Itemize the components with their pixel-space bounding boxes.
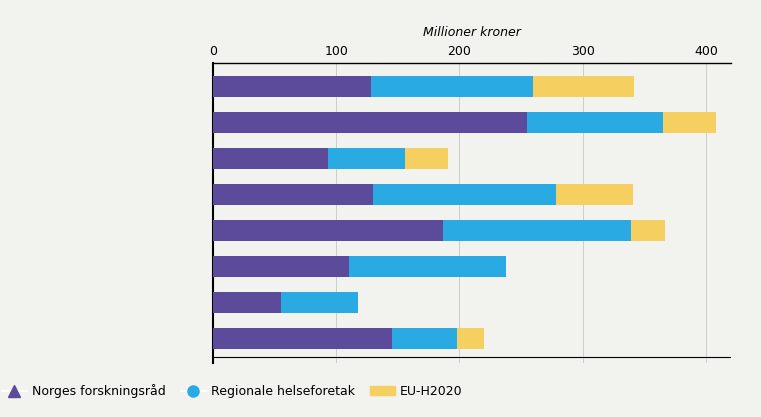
Bar: [213, 148, 328, 169]
Bar: [392, 328, 457, 349]
Bar: [444, 220, 631, 241]
Legend: Norges forskningsråd, Regionale helseforetak, EU-H2020: Norges forskningsråd, Regionale helsefor…: [2, 384, 463, 398]
Bar: [213, 256, 349, 277]
Bar: [328, 148, 406, 169]
Bar: [213, 328, 392, 349]
Bar: [281, 292, 358, 313]
Bar: [213, 112, 527, 133]
Bar: [406, 148, 448, 169]
Bar: [373, 184, 556, 205]
Bar: [213, 184, 373, 205]
Bar: [371, 76, 533, 97]
Bar: [349, 256, 506, 277]
Bar: [213, 292, 281, 313]
X-axis label: Millioner kroner: Millioner kroner: [423, 26, 521, 39]
Bar: [533, 76, 635, 97]
Bar: [457, 328, 484, 349]
Bar: [556, 184, 633, 205]
Bar: [527, 112, 663, 133]
Bar: [663, 112, 716, 133]
Bar: [631, 220, 665, 241]
Bar: [213, 76, 371, 97]
Bar: [213, 220, 444, 241]
